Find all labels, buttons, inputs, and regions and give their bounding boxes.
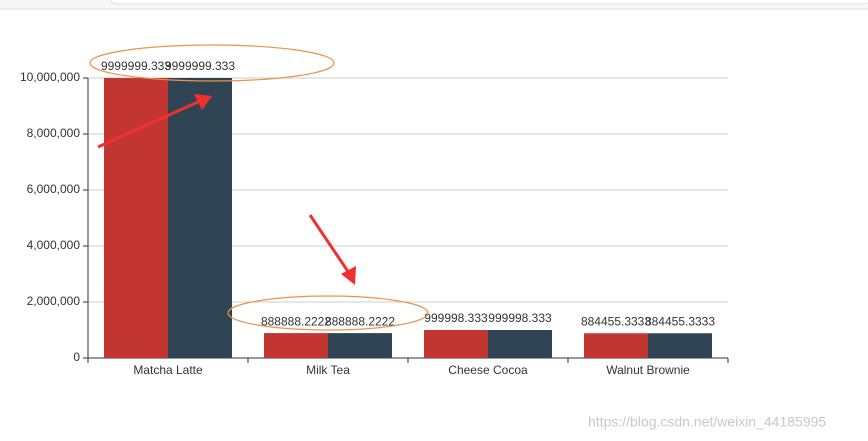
bar xyxy=(648,333,712,358)
bar xyxy=(424,330,488,358)
bar xyxy=(488,330,552,358)
bar xyxy=(328,333,392,358)
annotation-arrow xyxy=(308,214,356,285)
address-bar xyxy=(110,0,868,5)
data-label: 888888.2222 xyxy=(325,314,395,328)
y-tick-label: 8,000,000 xyxy=(27,126,81,140)
x-tick-label: Walnut Brownie xyxy=(606,363,690,377)
x-tick-label: Cheese Cocoa xyxy=(448,363,528,377)
bar xyxy=(168,78,232,359)
x-tick-label: Matcha Latte xyxy=(133,363,203,377)
bar xyxy=(104,78,168,359)
data-label: 9999999.333 xyxy=(165,59,235,73)
annotation-ellipse xyxy=(227,295,429,331)
data-label: 999998.333 xyxy=(488,311,552,325)
bar xyxy=(584,333,648,358)
y-tick-label: 6,000,000 xyxy=(27,182,81,196)
annotation-ellipse xyxy=(89,44,335,82)
y-tick-label: 4,000,000 xyxy=(27,238,81,252)
data-label: 888888.2222 xyxy=(261,314,331,328)
data-label: 884455.3333 xyxy=(645,314,715,328)
annotation-arrow xyxy=(97,94,212,149)
x-tick-label: Milk Tea xyxy=(306,363,350,377)
data-label: 884455.3333 xyxy=(581,314,651,328)
y-tick-label: 2,000,000 xyxy=(27,294,81,308)
data-label: 9999999.333 xyxy=(101,59,171,73)
data-label: 999998.333 xyxy=(424,311,488,325)
bar xyxy=(264,333,328,358)
watermark: https://blog.csdn.net/weixin_44185995 xyxy=(588,414,826,430)
y-tick-label: 10,000,000 xyxy=(20,70,80,84)
y-tick-label: 0 xyxy=(73,350,80,364)
